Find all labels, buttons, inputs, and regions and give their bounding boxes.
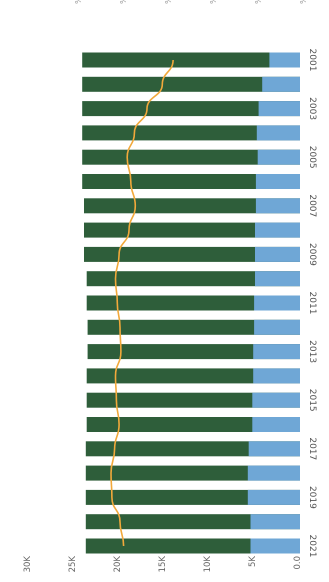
bar-share-2002 [262, 76, 300, 92]
bar-total-2002 [82, 76, 300, 92]
bar-share-2019 [247, 489, 300, 505]
bar-total-2020 [85, 514, 300, 530]
bar-share-2020 [250, 514, 300, 530]
bar-total-2013 [87, 344, 300, 360]
year-label: 2009 [307, 243, 317, 266]
year-label: 2013 [307, 340, 317, 363]
bar-share-2006 [255, 174, 300, 189]
year-label: 2015 [307, 389, 317, 412]
bar-share-2014 [253, 368, 300, 384]
y2-tick-label: 10 % [208, 0, 217, 4]
bar-share-2010 [255, 271, 300, 287]
bar-share-2016 [252, 417, 300, 432]
bar-total-2018 [85, 465, 300, 481]
bar-share-2009 [255, 246, 300, 262]
year-label: 2017 [307, 437, 317, 460]
y2-tick-label: 25 % [73, 0, 82, 4]
bar-total-2010 [86, 271, 300, 287]
year-label: 2007 [307, 194, 317, 217]
y-tick-label: 20K [113, 556, 123, 573]
y2-tick-label: 20 % [118, 0, 127, 4]
bar-share-2017 [248, 441, 300, 457]
y2-tick-label: 5 % [253, 0, 262, 4]
bar-share-2003 [258, 101, 300, 117]
year-label: 2005 [307, 146, 317, 169]
bar-share-2015 [252, 392, 300, 408]
bar-total-2009 [84, 246, 300, 262]
y-tick-label: 15K [158, 556, 168, 573]
bar-share-2005 [257, 149, 300, 165]
bar-total-2016 [86, 417, 300, 432]
ratio-line [110, 59, 174, 547]
bar-share-2012 [254, 319, 300, 335]
bar-share-2013 [253, 344, 300, 360]
bar-share-2007 [255, 198, 300, 214]
y-tick-label: 10K [203, 556, 213, 573]
y-tick-label: 0.0 [293, 556, 303, 570]
bar-total-2014 [86, 368, 300, 384]
bar-total-2007 [84, 198, 300, 214]
bar-total-2003 [82, 101, 300, 117]
year-label: 2019 [307, 486, 317, 509]
year-label: 2011 [307, 292, 317, 315]
bar-share-2018 [247, 465, 300, 481]
bar-total-2008 [84, 222, 300, 238]
bar-total-2019 [85, 489, 300, 505]
y-tick-label: 30K [23, 556, 33, 573]
bar-total-2004 [82, 125, 300, 141]
y2-tick-label: 0 % [298, 0, 307, 4]
y2-tick-label: 15 % [163, 0, 172, 4]
bar-share-2021 [250, 538, 300, 554]
bar-share-2011 [254, 295, 300, 311]
bar-share-2004 [256, 125, 300, 141]
bar-total-2006 [82, 174, 300, 189]
year-label: 2021 [307, 535, 317, 558]
year-label: 2001 [307, 49, 317, 72]
bar-total-2021 [85, 538, 300, 554]
bar-total-2001 [82, 52, 300, 68]
bar-total-2017 [85, 441, 300, 457]
y-tick-label: 5K [248, 556, 258, 567]
y-tick-label: 25K [68, 556, 78, 573]
bar-total-2012 [87, 319, 300, 335]
bar-total-2015 [86, 392, 300, 408]
bar-total-2011 [86, 295, 300, 311]
bar-share-2001 [269, 52, 300, 68]
bar-share-2008 [255, 222, 300, 238]
year-label: 2003 [307, 97, 317, 120]
bar-total-2005 [82, 149, 300, 165]
